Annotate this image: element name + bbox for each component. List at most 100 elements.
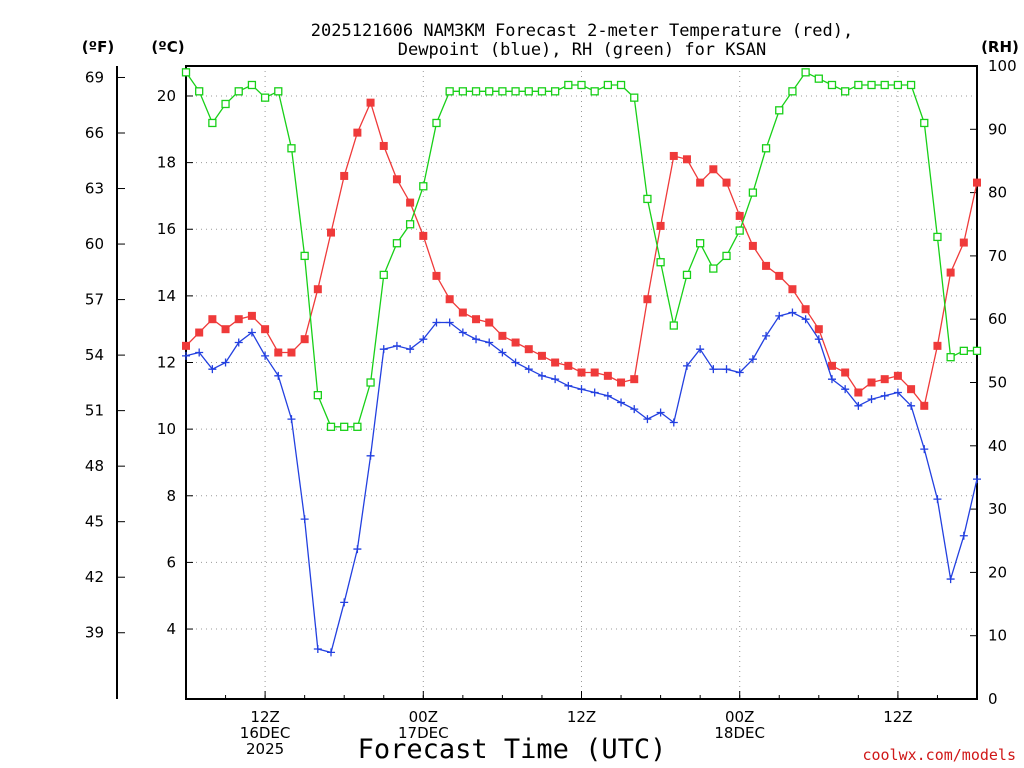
dewpoint-point-41 <box>722 365 731 374</box>
celsius-unit-label: (ºC) <box>151 38 184 56</box>
dewpoint-point-19 <box>432 318 441 327</box>
dewpoint-point-5 <box>247 328 256 337</box>
temperature-point-25 <box>511 338 520 347</box>
rh-series <box>181 68 982 431</box>
dewpoint-point-10 <box>313 645 322 654</box>
temperature-point-17 <box>406 198 415 207</box>
dewpoint-point-55 <box>907 401 916 410</box>
dewpoint-point-22 <box>472 335 481 344</box>
celsius-tick-7: 6 <box>166 553 176 571</box>
temperature-point-31 <box>590 368 599 377</box>
rh-tick-3: 70 <box>988 247 1007 265</box>
temperature-point-5 <box>247 311 256 320</box>
temperature-point-13 <box>353 128 362 137</box>
rh-point-18 <box>419 182 428 191</box>
rh-point-44 <box>761 144 771 153</box>
temperature-point-26 <box>524 345 533 354</box>
dewpoint-point-46 <box>788 308 797 317</box>
dewpoint-series <box>182 308 981 657</box>
dewpoint-point-6 <box>261 351 270 360</box>
temperature-series <box>182 98 981 410</box>
temperature-point-38 <box>682 155 691 164</box>
rh-point-26 <box>524 87 533 96</box>
rh-point-7 <box>274 87 283 96</box>
temperature-point-27 <box>537 351 546 360</box>
rh-point-39 <box>696 239 705 248</box>
celsius-tick-1: 18 <box>157 154 176 172</box>
rh-point-49 <box>827 80 837 90</box>
celsius-tick-3: 14 <box>157 287 176 305</box>
dewpoint-point-0 <box>182 351 190 360</box>
temperature-point-11 <box>327 228 336 237</box>
dewpoint-point-11 <box>327 648 336 657</box>
temperature-point-12 <box>340 171 349 180</box>
rh-point-27 <box>537 87 547 96</box>
rh-point-15 <box>379 270 388 280</box>
dewpoint-point-60 <box>973 475 981 484</box>
temperature-point-10 <box>313 285 322 294</box>
dewpoint-point-8 <box>287 415 296 424</box>
rh-point-57 <box>933 232 942 242</box>
temperature-point-33 <box>617 378 626 387</box>
dewpoint-point-24 <box>498 348 507 357</box>
rh-tick-5: 50 <box>988 374 1007 392</box>
rh-point-36 <box>656 258 665 267</box>
rh-point-10 <box>313 391 322 400</box>
rh-point-9 <box>300 251 309 261</box>
temperature-point-23 <box>485 318 494 327</box>
rh-point-20 <box>445 87 454 96</box>
dewpoint-point-30 <box>577 385 586 394</box>
x-tick-label-2-0: 12Z <box>567 708 596 726</box>
rh-point-1 <box>195 87 204 96</box>
dewpoint-point-28 <box>551 375 560 384</box>
temperature-point-47 <box>801 305 810 314</box>
rh-point-35 <box>643 194 652 204</box>
temperature-point-43 <box>748 241 757 250</box>
temperature-point-48 <box>814 325 823 334</box>
temperature-point-28 <box>551 358 560 367</box>
x-axis-label: Forecast Time (UTC) <box>358 734 667 765</box>
rh-point-21 <box>458 87 468 96</box>
rh-point-19 <box>432 118 441 128</box>
grid-lines <box>186 66 977 699</box>
axes <box>116 65 978 700</box>
rh-point-59 <box>959 346 968 356</box>
temperature-point-59 <box>959 238 968 247</box>
temperature-point-41 <box>722 178 731 187</box>
temperature-point-57 <box>933 341 942 350</box>
rh-point-42 <box>735 226 744 235</box>
fahrenheit-tick-7: 48 <box>85 457 104 475</box>
temperature-point-21 <box>458 308 467 317</box>
rh-point-30 <box>577 80 586 90</box>
rh-point-33 <box>616 80 626 90</box>
dewpoint-point-59 <box>959 531 968 540</box>
fahrenheit-tick-5: 54 <box>85 346 104 364</box>
temperature-point-2 <box>208 315 217 324</box>
fahrenheit-tick-8: 45 <box>85 513 104 531</box>
temperature-point-54 <box>893 371 902 380</box>
chart-title-line-1: 2025121606 NAM3KM Forecast 2-meter Tempe… <box>311 21 853 41</box>
temperature-point-4 <box>234 315 243 324</box>
dewpoint-point-23 <box>485 338 494 347</box>
temperature-point-1 <box>195 328 204 337</box>
rh-point-56 <box>920 118 929 128</box>
dewpoint-point-57 <box>933 495 942 504</box>
temperature-point-0 <box>182 341 190 350</box>
rh-tick-6: 40 <box>988 437 1007 455</box>
dewpoint-point-4 <box>234 338 243 347</box>
rh-point-58 <box>946 353 955 362</box>
dewpoint-point-18 <box>419 335 428 344</box>
temperature-point-24 <box>498 331 507 340</box>
rh-tick-1: 90 <box>988 120 1007 138</box>
temperature-point-29 <box>564 361 573 370</box>
dewpoint-point-50 <box>841 385 850 394</box>
rh-point-38 <box>682 270 692 280</box>
temperature-point-56 <box>920 401 929 410</box>
chart-title-line-2: Dewpoint (blue), RH (green) for KSAN <box>398 40 766 60</box>
rh-point-6 <box>260 93 270 102</box>
dewpoint-point-36 <box>656 408 665 417</box>
celsius-tick-5: 10 <box>157 420 176 438</box>
fahrenheit-tick-4: 57 <box>85 291 104 309</box>
dewpoint-point-15 <box>379 345 388 354</box>
rh-tick-0: 100 <box>988 57 1017 75</box>
